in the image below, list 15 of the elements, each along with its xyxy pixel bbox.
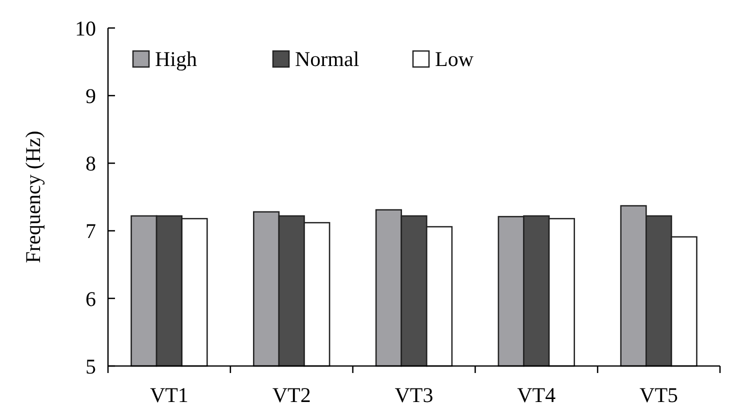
legend-label: High	[155, 47, 198, 71]
x-tick-label: VT2	[272, 383, 311, 407]
legend-label: Low	[435, 47, 474, 71]
y-tick-label: 5	[86, 354, 96, 378]
x-tick-label: VT1	[150, 383, 188, 407]
x-tick-label: VT4	[517, 383, 556, 407]
y-tick-label: 7	[86, 219, 96, 244]
y-tick-label: 6	[86, 286, 96, 311]
x-tick-label: VT5	[640, 383, 678, 407]
y-tick-label: 10	[75, 16, 96, 40]
legend-label: Normal	[295, 47, 360, 71]
x-tick-label: VT3	[394, 383, 434, 407]
y-axis-title: Frequency (Hz)	[21, 130, 45, 264]
y-tick-label: 9	[86, 84, 96, 108]
y-tick-label: 8	[86, 152, 96, 176]
